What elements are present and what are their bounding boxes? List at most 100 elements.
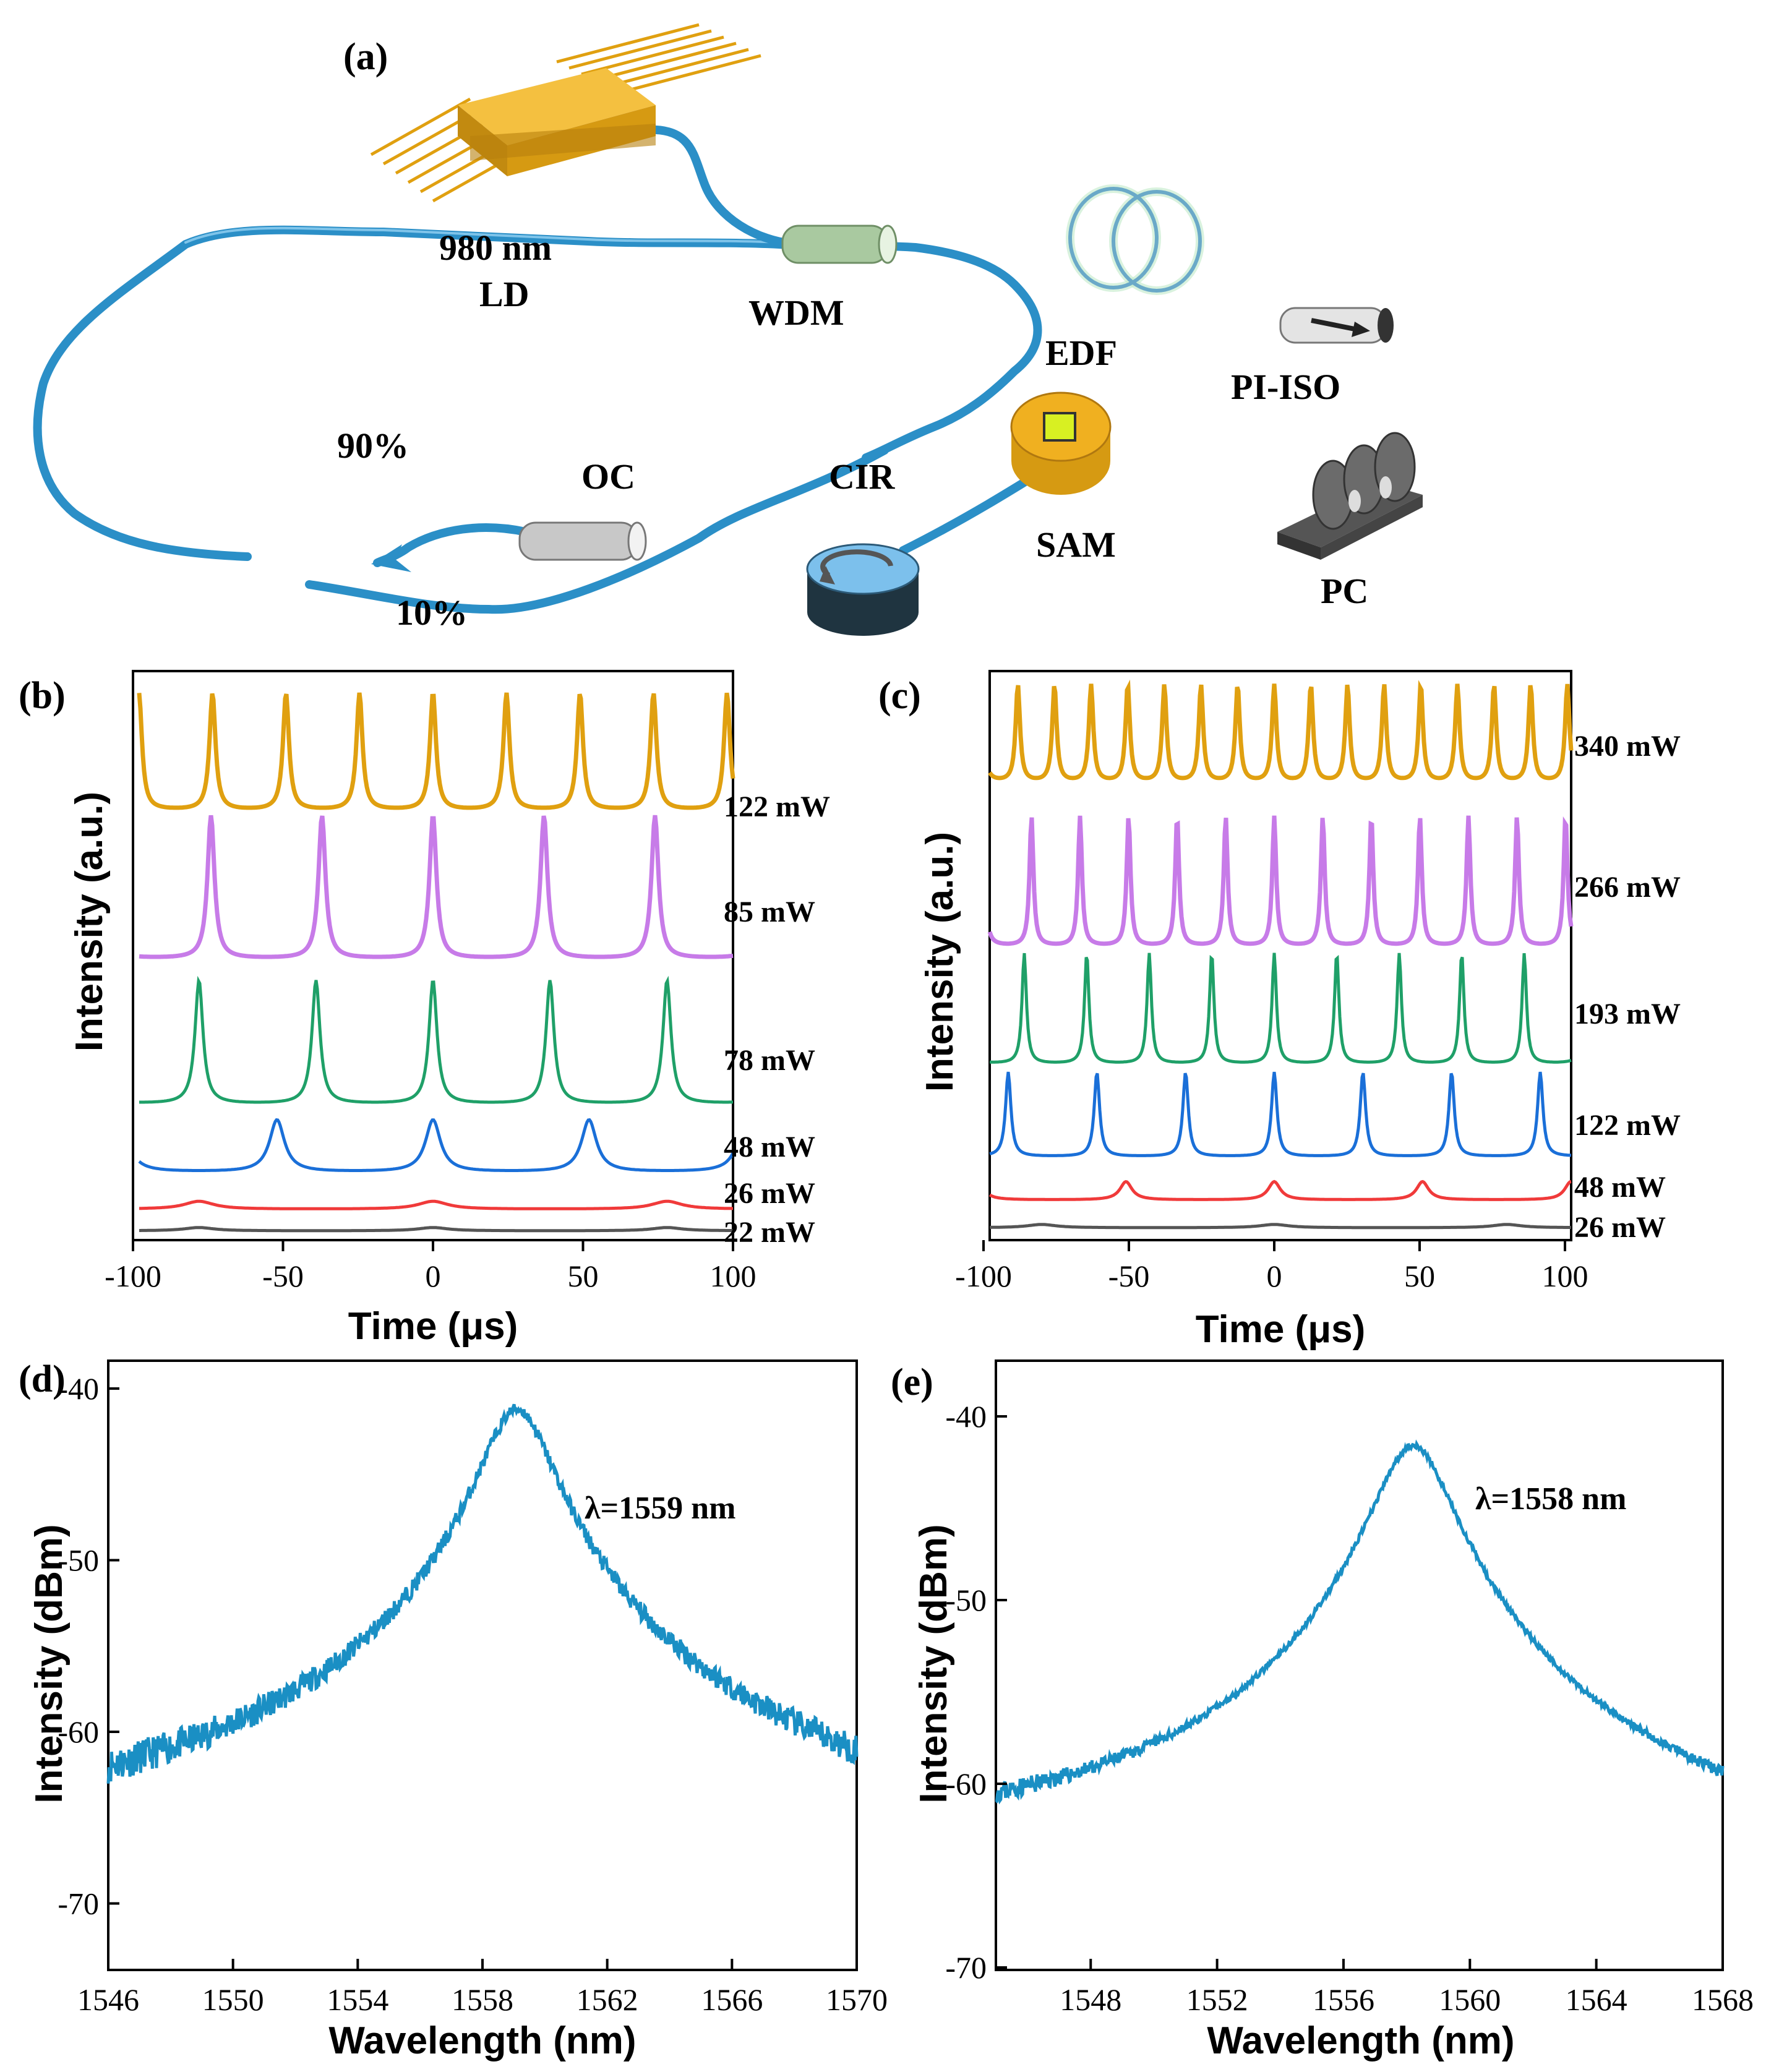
- oc-label: OC: [581, 456, 635, 497]
- x-tick-label: -100: [955, 1259, 1012, 1293]
- y-axis-title-e: Intensity (dBm): [912, 1524, 955, 1803]
- edf-label: EDF: [1045, 333, 1117, 373]
- x-tick-label: 50: [1404, 1259, 1435, 1293]
- y-tick-label: -40: [945, 1399, 987, 1434]
- fiber-highlight: [184, 226, 781, 244]
- y-axis-title-c: Intensity (a.u.): [919, 832, 961, 1092]
- y-axis-title-b: Intensity (a.u.): [68, 792, 111, 1051]
- trace-label: 78 mW: [724, 1044, 815, 1077]
- panel-label-d: (d): [19, 1358, 66, 1400]
- trace-266-mW: [987, 815, 1574, 946]
- y-tick-label: -50: [58, 1543, 99, 1578]
- trace-122-mW: [989, 1071, 1572, 1157]
- trace-label: 193 mW: [1574, 998, 1681, 1030]
- x-tick-label: 1566: [701, 1982, 763, 2017]
- isolator-icon: [1279, 307, 1394, 344]
- wavelength-annotation-d: λ=1559 nm: [585, 1491, 735, 1526]
- panel-b: (b) 22 mW 26 mW 48 mW 78 mW 85 mW 122 mW -100…: [19, 670, 830, 1348]
- laser-diode-icon: [370, 23, 761, 203]
- x-tick-label: 0: [1267, 1259, 1282, 1293]
- sam-label: SAM: [1036, 524, 1116, 565]
- x-axis-b: -100 -50 0 50 100: [105, 1240, 757, 1293]
- cir-label: CIR: [829, 456, 895, 497]
- trace-26-mW: [139, 1199, 733, 1210]
- plot-frame-e: [995, 1359, 1724, 1971]
- ld-label-line2: LD: [479, 274, 529, 314]
- x-axis-title-c: Time (μs): [1196, 1308, 1366, 1351]
- y-tick-label: -40: [58, 1371, 99, 1406]
- plot-frame-b: [132, 670, 734, 1241]
- y-tick-label: -50: [945, 1583, 987, 1617]
- trace-193-mW: [989, 953, 1572, 1064]
- x-tick-label: 100: [710, 1259, 757, 1293]
- x-tick-label: 1568: [1692, 1982, 1754, 2017]
- x-axis-title-d: Wavelength (nm): [328, 2019, 636, 2062]
- y-tick-label: -60: [58, 1715, 99, 1749]
- y-tick-label: -70: [945, 1950, 987, 1985]
- panel-label-b: (b): [19, 675, 66, 717]
- piiso-label: PI-ISO: [1231, 367, 1340, 407]
- pump-fiber: [639, 125, 802, 249]
- trace-48-mW: [138, 1118, 735, 1172]
- traces-b: 22 mW 26 mW 48 mW 78 mW 85 mW 122 mW: [137, 692, 830, 1249]
- panel-d: (d) 1546 1550 1554 1558 1562 1566 1570 -40 -50 -6…: [19, 1358, 888, 2062]
- axes-e: 1548 1552 1556 1560 1564 1568 -40 -50 -60 -70: [945, 1399, 1754, 2017]
- x-tick-label: 1558: [452, 1982, 513, 2017]
- x-tick-label: 1562: [577, 1982, 638, 2017]
- x-tick-label: 1552: [1186, 1982, 1248, 2017]
- panel-e: (e) 1548 1552 1556 1560 1564 1568 -40 -50 -60 -70…: [891, 1359, 1754, 2062]
- trace-label: 340 mW: [1574, 730, 1681, 763]
- spectrum-line: [106, 1403, 859, 1784]
- trace-label: 85 mW: [724, 896, 815, 928]
- trace-label: 122 mW: [1574, 1109, 1681, 1142]
- x-tick-label: 1554: [327, 1982, 388, 2017]
- trace-78-mW: [139, 975, 734, 1104]
- plot-frame-c: [988, 670, 1572, 1241]
- polarization-controller-icon: [1277, 432, 1423, 560]
- panel-label-e: (e): [891, 1361, 933, 1403]
- y-tick-label: -70: [58, 1886, 99, 1921]
- pct90-label: 90%: [337, 426, 409, 466]
- x-axis-c: -100 -50 0 50 100: [955, 1240, 1588, 1293]
- x-tick-label: 0: [426, 1259, 441, 1293]
- panel-label-a: (a): [343, 36, 388, 78]
- x-tick-label: 1556: [1313, 1982, 1374, 2017]
- x-tick-label: 1550: [202, 1982, 264, 2017]
- trace-label: 26 mW: [1574, 1211, 1666, 1244]
- pc-label: PC: [1321, 571, 1368, 611]
- x-tick-label: 100: [1542, 1259, 1588, 1293]
- plot-frame-d: [107, 1359, 858, 1971]
- wdm-coupler-icon: [781, 225, 898, 264]
- x-tick-label: 1548: [1060, 1982, 1121, 2017]
- output-arrow-icon: [371, 544, 411, 572]
- traces-c: 26 mW 48 mW 122 mW 193 mW 266 mW 340 mW: [987, 679, 1681, 1244]
- x-tick-label: 1560: [1439, 1982, 1501, 2017]
- ld-label-line1: 980 nm: [439, 228, 552, 268]
- trace-48-mW: [988, 1179, 1572, 1201]
- sam-mirror-icon: [1010, 392, 1112, 495]
- output-fiber: [373, 523, 530, 567]
- pct10-label: 10%: [396, 593, 468, 633]
- trace-85-mW: [139, 815, 734, 959]
- x-tick-label: 1546: [77, 1982, 139, 2017]
- x-tick-label: 1570: [826, 1982, 888, 2017]
- x-tick-label: -50: [262, 1259, 304, 1293]
- y-axis-title-d: Intensity (dBm): [28, 1524, 71, 1803]
- trace-label: 48 mW: [1574, 1171, 1666, 1204]
- x-tick-label: -100: [105, 1259, 161, 1293]
- wavelength-annotation-e: λ=1558 nm: [1475, 1481, 1626, 1517]
- spectrum-line: [995, 1439, 1725, 1805]
- axes-d: 1546 1550 1554 1558 1562 1566 1570 -40 -50 -60 -70: [58, 1371, 888, 2017]
- spectrum-e: [995, 1439, 1725, 1805]
- trace-label: 26 mW: [724, 1177, 815, 1210]
- spectrum-d: [106, 1403, 859, 1784]
- x-tick-label: 1564: [1566, 1982, 1627, 2017]
- x-axis-title-e: Wavelength (nm): [1207, 2019, 1514, 2062]
- trace-122-mW: [137, 692, 735, 810]
- trace-340-mW: [988, 679, 1574, 781]
- circulator-icon: [806, 543, 920, 636]
- trace-22-mW: [139, 1226, 733, 1233]
- setup-schematic: (a) 980 nm LD: [33, 23, 1423, 636]
- panel-c: (c) 26 mW 48 mW 122 mW 193 mW 266 mW 340 mW -…: [878, 670, 1681, 1351]
